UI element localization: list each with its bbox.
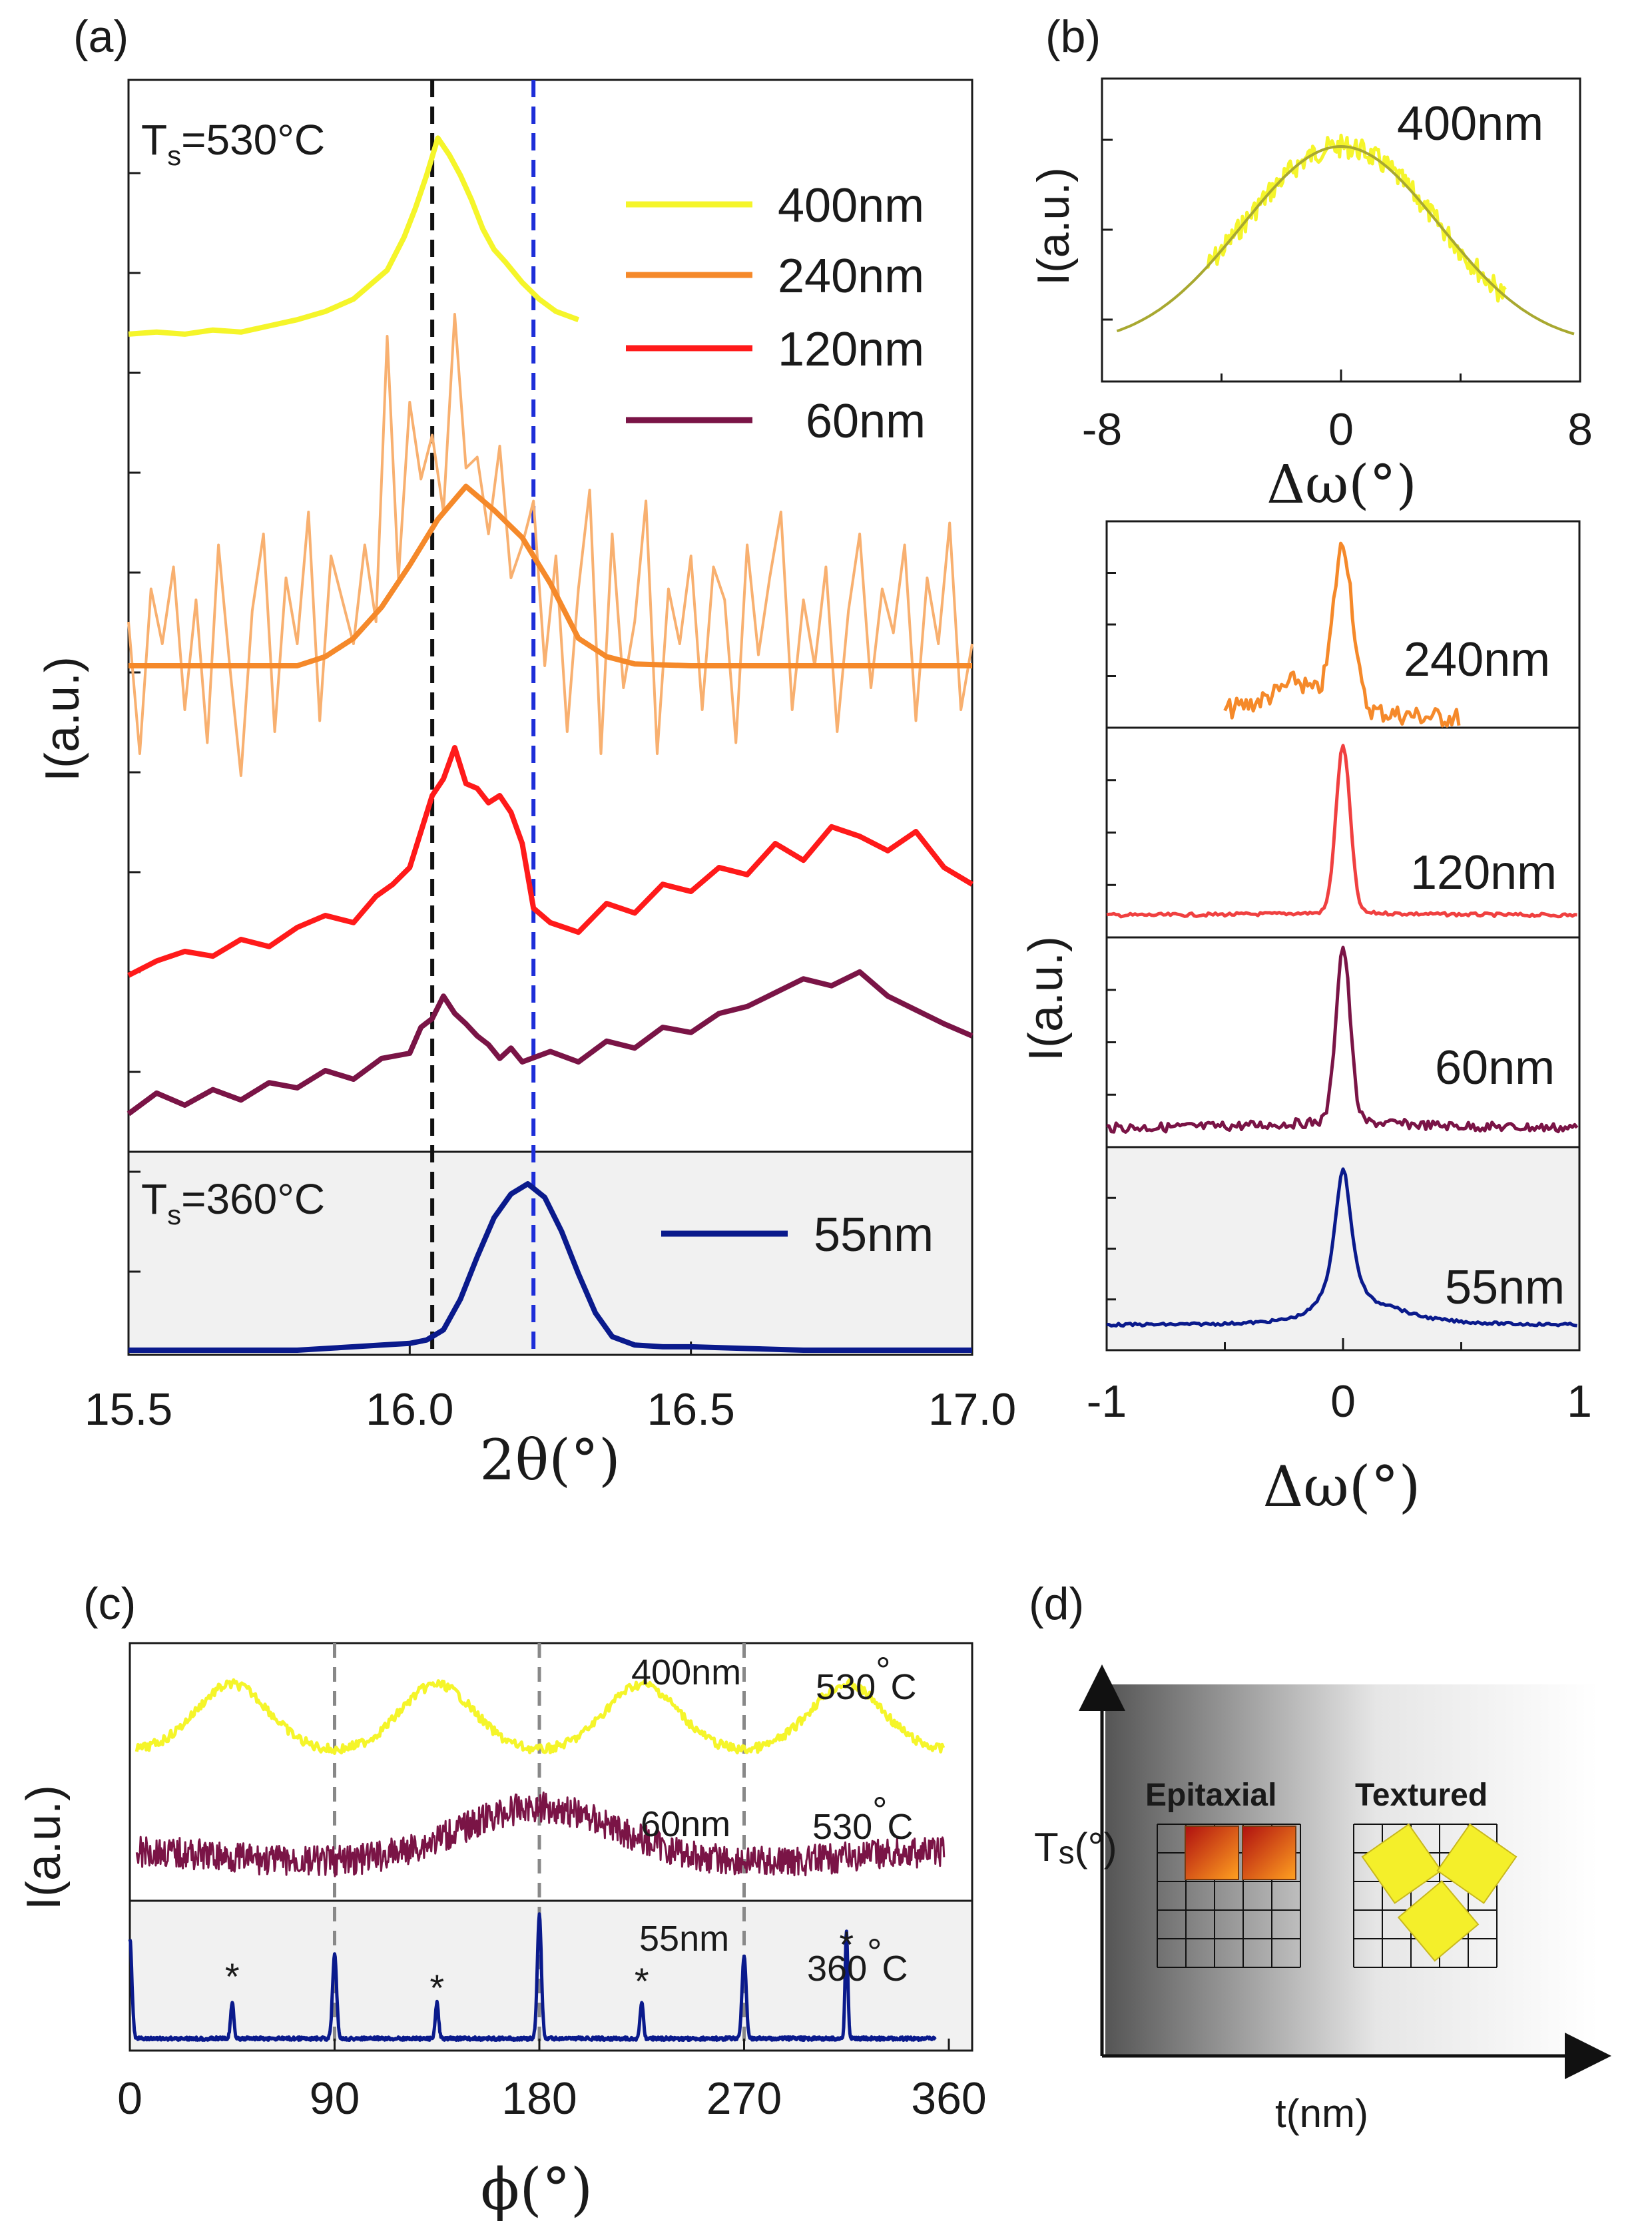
epitaxial-square-2 — [1242, 1826, 1296, 1880]
legend-label-60nm: 60nm — [806, 395, 926, 448]
textured-square-1 — [1361, 1823, 1442, 1904]
legend-label-120nm: 120nm — [778, 323, 924, 376]
panel-c: (c) 0 90 180 270 360 400nm 530°C 60nm 530°C … — [17, 1579, 987, 2223]
panel-a-frame — [127, 79, 973, 1356]
panel-c-series — [128, 1678, 946, 2042]
panel-c-55nm-label: 55nm — [639, 1919, 729, 1959]
panel-c-shade — [129, 1899, 973, 2052]
c-x-tick-label: 180 — [501, 2073, 577, 2124]
panel-b-60nm-label: 60nm — [1435, 1041, 1555, 1095]
c-star-marker: * — [429, 1967, 444, 2009]
legend: 400nm 240nm 120nm 60nm 55nm — [626, 179, 934, 1262]
panel-b-55nm-label: 55nm — [1445, 1261, 1565, 1314]
panel-c-530-label-b: 530°C — [812, 1789, 914, 1847]
series-120nm-rocking — [1106, 744, 1577, 919]
panel-b-top-ticks: -8 0 8 — [1082, 138, 1593, 455]
b-top-x-tick-label: -8 — [1082, 404, 1122, 455]
c-star-marker: * — [635, 1960, 649, 2002]
panel-b-bottom-shade — [1107, 1147, 1579, 1350]
series-120nm — [127, 745, 974, 978]
a-x-tick-label: 16.0 — [366, 1384, 453, 1435]
series-400nm-rocking-data — [1206, 133, 1507, 303]
a-x-tick-label: 16.5 — [647, 1384, 734, 1435]
c-x-tick-label: 0 — [117, 2073, 142, 2124]
panel-b: (b) -8 0 8 400nm I(a.u.) Δω(°) -1 0 1 240nm … — [1019, 11, 1593, 1519]
series-240nm — [129, 483, 972, 668]
panel-a-shade — [127, 1150, 973, 1356]
panel-d: (d) Epitaxial Textured Ts(°) t(nm) — [1029, 1579, 1611, 2136]
series-400nm-phi — [135, 1678, 946, 1755]
panel-b-240nm-label: 240nm — [1404, 633, 1550, 686]
panel-b-label: (b) — [1045, 11, 1101, 62]
panel-c-y-axis-label: I(a.u.) — [17, 1785, 71, 1910]
a-x-tick-label: 17.0 — [928, 1384, 1016, 1435]
series-55nm-phi — [128, 1912, 937, 2042]
panel-d-y-axis-label: Ts(°) — [1034, 1825, 1117, 1871]
b-bot-x-tick-label: -1 — [1087, 1376, 1127, 1427]
panel-a-x-ticks: 15.5 16.0 16.5 17.0 — [85, 1342, 1016, 1435]
series-400nm-gaussian-fit — [1116, 145, 1575, 336]
panel-c-x-axis-label: ϕ(°) — [481, 2156, 593, 2223]
panel-a-label: (a) — [73, 11, 129, 62]
c-x-tick-label: 90 — [310, 2073, 360, 2124]
panel-c-stars: * * * * — [225, 1923, 854, 2009]
panel-c-360-label: 360°C — [807, 1931, 908, 1989]
panel-d-label: (d) — [1029, 1579, 1084, 1629]
panel-c-400nm-label: 400nm — [631, 1652, 741, 1692]
panel-b-top-y-axis-label: I(a.u.) — [1028, 167, 1079, 286]
panel-a-x-axis-label: 2θ(°) — [479, 1427, 621, 1493]
series-60nm-rocking — [1106, 945, 1579, 1134]
epitaxial-label: Epitaxial — [1145, 1778, 1276, 1813]
b-top-x-tick-label: 8 — [1567, 404, 1593, 455]
series-55nm-rocking — [1106, 1167, 1577, 1328]
ts-360-label: Ts=360°C — [141, 1175, 325, 1230]
c-star-marker: * — [225, 1955, 240, 1997]
textured-square-3 — [1397, 1880, 1480, 1962]
b-bot-x-tick-label: 1 — [1567, 1376, 1592, 1427]
panel-d-x-axis-label: t(nm) — [1275, 2091, 1368, 2136]
panel-b-bottom-series — [1106, 541, 1579, 1328]
panel-b-bottom-y-axis-label: I(a.u.) — [1019, 936, 1073, 1061]
c-x-tick-label: 270 — [706, 2073, 782, 2124]
panel-b-120nm-label: 120nm — [1410, 846, 1557, 899]
a-x-tick-label: 15.5 — [85, 1384, 172, 1435]
b-top-x-tick-label: 0 — [1328, 404, 1354, 455]
series-240nm-rocking — [1223, 541, 1461, 728]
b-bot-x-tick-label: 0 — [1330, 1376, 1356, 1427]
panel-b-400nm-label: 400nm — [1397, 97, 1543, 150]
panel-a-y-axis-label: I(a.u.) — [36, 656, 89, 782]
textured-square-2 — [1436, 1823, 1517, 1904]
panel-d-gradient — [1105, 1684, 1598, 2056]
ts-530-label: Ts=530°C — [141, 116, 325, 171]
series-400nm — [128, 135, 580, 337]
panel-c-frame — [129, 1642, 973, 2052]
series-60nm — [127, 969, 973, 1116]
series-60nm-phi — [135, 1791, 946, 1877]
panel-b-top-series — [1116, 133, 1575, 336]
legend-label-400nm: 400nm — [778, 179, 924, 232]
series-240nm-raw — [127, 313, 973, 777]
c-x-tick-label: 360 — [911, 2073, 986, 2124]
panel-c-reference-lines — [333, 1643, 746, 2051]
textured-label: Textured — [1355, 1778, 1488, 1813]
panel-a-series — [127, 135, 974, 1353]
panel-a: (a) 15.5 16.0 16.5 17.0 Ts=530°C Ts=360°C 4… — [36, 11, 1016, 1493]
panel-c-530-label-a: 530°C — [816, 1649, 917, 1707]
c-star-marker: * — [839, 1923, 854, 1965]
panel-b-top-x-axis-label: Δω(°) — [1266, 453, 1416, 515]
panel-c-x-ticks: 0 90 180 270 360 — [117, 2039, 987, 2124]
legend-label-240nm: 240nm — [778, 250, 924, 303]
panel-b-bottom-x-axis-label: Δω(°) — [1263, 1454, 1421, 1519]
epitaxial-square-1 — [1185, 1826, 1239, 1880]
panel-c-60nm-label: 60nm — [641, 1804, 730, 1844]
legend-label-55nm: 55nm — [814, 1208, 934, 1262]
panel-b-bottom-ticks: -1 0 1 — [1087, 572, 1592, 1427]
series-55nm — [129, 1181, 972, 1353]
panel-c-label: (c) — [83, 1579, 136, 1629]
